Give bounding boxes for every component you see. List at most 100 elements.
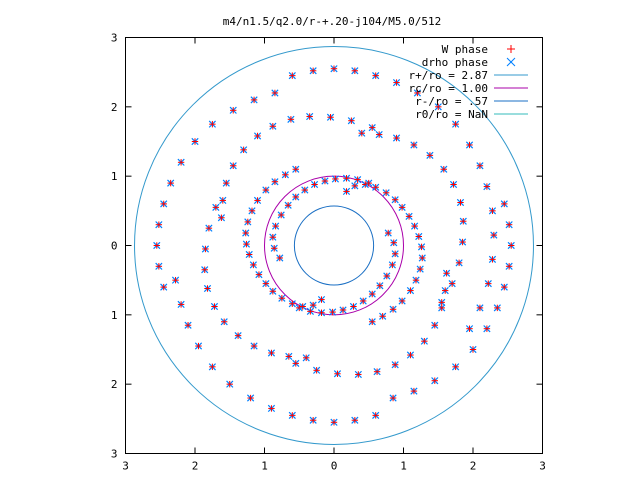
legend-label-4: r-/ro = .57 [415,95,488,108]
point-143 [250,96,258,104]
legend-label-3: rc/ro = 1.00 [409,82,488,95]
point-102 [212,203,220,211]
point-79 [442,269,451,277]
point-31 [306,307,314,315]
point-123 [452,120,460,128]
point-96 [220,318,228,326]
point-101 [205,224,213,232]
point-72 [449,180,458,189]
point-114 [368,124,376,132]
point-27 [349,302,358,311]
legend-label-2: r+/ro = 2.87 [409,69,488,82]
x-tick-label-2: 1 [261,460,268,473]
point-161 [505,262,513,270]
point-83 [420,337,428,345]
point-20 [390,239,398,247]
point-103 [217,214,226,222]
point-160 [507,241,515,250]
point-82 [431,321,439,329]
point-30 [317,309,326,317]
point-7 [405,212,413,221]
point-47 [253,196,262,205]
point-148 [309,416,317,424]
point-141 [208,120,216,128]
point-53 [270,244,278,252]
point-99 [201,266,209,274]
point-1 [351,182,359,190]
point-166 [452,363,460,371]
point-138 [167,179,175,187]
point-60 [310,180,319,189]
point-15 [398,297,406,305]
y-tick-label-3: 0 [111,240,118,253]
point-127 [488,207,497,215]
point-35 [299,302,307,311]
point-6 [398,203,406,211]
point-146 [351,416,359,424]
point-61 [321,177,329,185]
point-92 [285,352,293,361]
point-109 [269,122,277,130]
point-39 [262,280,270,288]
point-149 [288,411,296,419]
point-50 [281,171,289,179]
legend-marker-1-b [506,57,516,67]
point-147 [330,418,338,426]
point-11 [418,254,426,262]
point-54 [269,233,277,241]
point-139 [177,158,185,166]
point-40 [255,270,263,279]
point-77 [448,280,456,288]
point-28 [339,306,347,314]
point-48 [262,186,270,194]
point-26 [359,297,367,305]
point-113 [347,117,355,125]
point-49 [271,178,279,186]
point-29 [328,308,337,316]
point-119 [372,72,380,80]
point-108 [253,132,262,140]
point-126 [483,182,491,191]
point-136 [155,221,163,229]
point-159 [505,221,513,229]
point-10 [417,243,426,251]
point-56 [277,211,285,219]
point-104 [219,196,227,205]
point-9 [415,232,423,241]
point-38 [269,287,277,295]
radius-circles [134,46,534,445]
y-tick-label-1: 2 [111,101,118,114]
point-43 [242,240,251,248]
point-122 [434,103,442,111]
point-134 [155,262,163,270]
point-116 [309,67,317,75]
point-42 [245,250,253,259]
point-41 [249,261,258,269]
y-tick-label-4: 1 [111,309,118,322]
point-25 [368,290,376,298]
circle-0 [134,46,534,445]
point-18 [368,318,376,326]
chart-title: m4/n1.5/q2.0/r-+.20-j104/M5.0/512 [223,15,442,28]
point-74 [459,217,467,225]
point-24 [376,282,384,290]
point-130 [484,280,492,288]
point-63 [342,174,351,182]
point-121 [413,89,422,97]
point-44 [242,229,250,237]
y-tick-label-5: 2 [111,378,118,391]
point-13 [412,276,420,284]
y-tick-label-6: 3 [111,448,118,461]
point-165 [469,345,477,354]
point-115 [288,72,296,80]
point-8 [410,222,419,230]
point-129 [488,255,497,263]
point-95 [234,332,242,340]
point-142 [229,106,237,114]
x-tick-label-4: 1 [400,460,407,473]
point-89 [313,366,321,374]
point-106 [229,162,237,170]
point-86 [373,368,381,376]
